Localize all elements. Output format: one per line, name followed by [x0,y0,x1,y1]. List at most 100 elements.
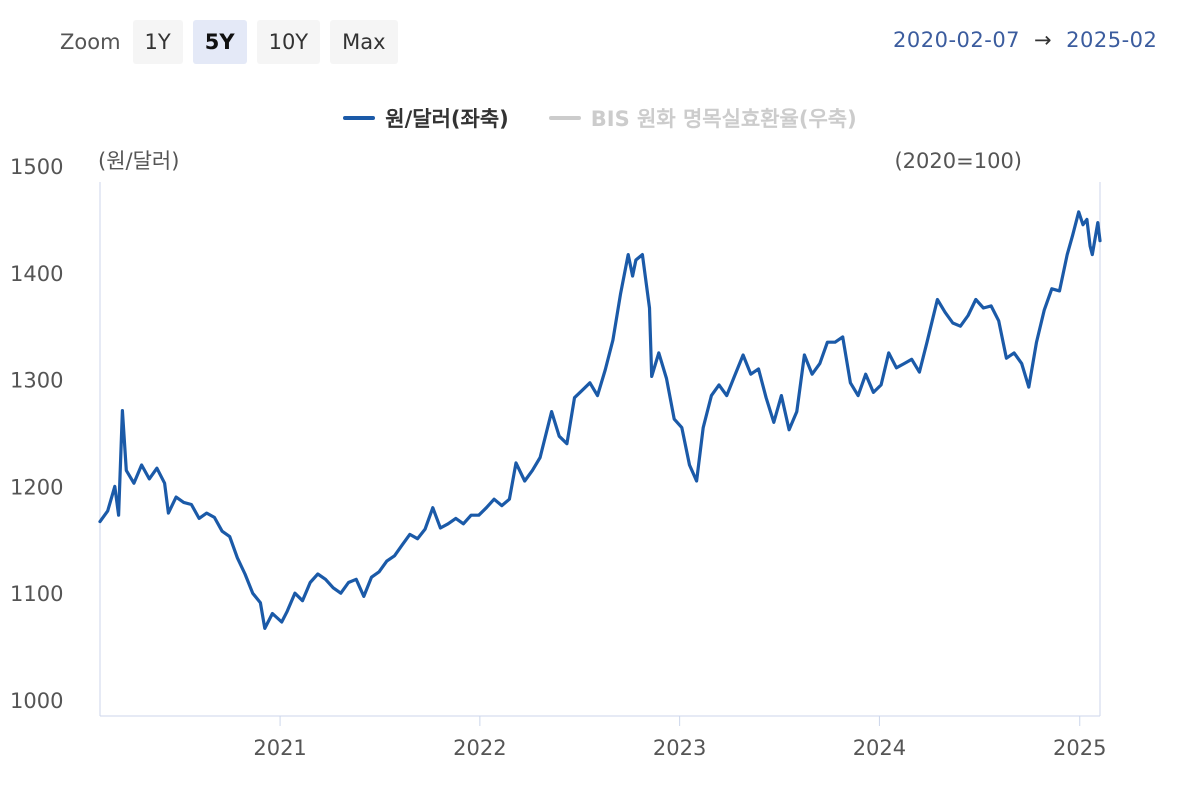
data-point-usdkrw-15 [198,517,201,520]
x-tick-label-2021: 2021 [253,736,306,760]
data-point-usdkrw-53 [485,506,488,509]
zoom-5y-button[interactable]: 5Y [192,20,247,64]
data-point-usdkrw-35 [347,581,350,584]
data-point-usdkrw-133 [1082,223,1084,226]
data-point-usdkrw-3 [117,514,120,517]
data-point-usdkrw-121 [997,319,1000,322]
range-from[interactable]: 2020-02-07 [893,28,1021,52]
data-point-usdkrw-80 [680,426,683,429]
data-point-usdkrw-10 [163,482,166,485]
zoom-10y-button[interactable]: 10Y [256,20,321,64]
x-tick-label-2024: 2024 [853,736,906,760]
data-point-usdkrw-29 [301,599,304,602]
x-tick-label-2023: 2023 [653,736,706,760]
data-point-usdkrw-122 [1005,357,1008,360]
data-point-usdkrw-22 [251,592,254,595]
data-point-usdkrw-42 [401,544,403,546]
data-point-usdkrw-83 [702,426,705,429]
legend-swatch-usdkrw [343,116,376,120]
data-point-usdkrw-50 [462,522,465,525]
legend-label-bis-neer: BIS 원화 명목실효환율(우축) [590,107,857,131]
data-point-usdkrw-106 [880,384,882,386]
zoom-toolbar: Zoom 1Y 5Y 10Y Max [60,20,398,64]
data-point-usdkrw-1 [106,510,109,512]
data-point-usdkrw-78 [665,377,668,380]
data-point-usdkrw-7 [140,464,143,466]
range-to[interactable]: 2025-02 [1066,28,1158,52]
data-point-usdkrw-18 [221,530,224,533]
data-point-usdkrw-33 [332,586,335,589]
data-point-usdkrw-73 [635,259,637,261]
data-point-usdkrw-135 [1089,245,1091,248]
data-point-usdkrw-19 [228,535,231,538]
zoom-label: Zoom [60,30,121,54]
data-point-usdkrw-127 [1043,309,1046,312]
data-point-usdkrw-89 [749,373,752,376]
data-point-usdkrw-49 [454,517,457,520]
y-tick-label-1300: 1300 [10,369,63,393]
y-tick-labels: 1000 1100 1200 1300 1400 1500 [10,155,63,713]
data-point-usdkrw-28 [294,592,296,595]
data-point-usdkrw-69 [612,339,614,341]
range-arrow: → [1034,28,1053,52]
data-point-usdkrw-116 [959,325,962,328]
data-point-usdkrw-41 [393,554,396,557]
zoom-1y-button[interactable]: 1Y [132,20,183,64]
data-point-usdkrw-88 [742,354,744,356]
data-point-usdkrw-36 [355,578,358,581]
data-point-usdkrw-136 [1091,253,1094,256]
data-point-usdkrw-108 [895,366,898,369]
date-range: 2020-02-07 → 2025-02 [893,28,1157,52]
legend-item-bis-neer[interactable]: BIS 원화 명목실효환율(우축) [548,103,857,133]
data-point-usdkrw-27 [286,610,289,613]
data-point-usdkrw-40 [385,560,388,562]
data-point-usdkrw-86 [725,394,728,397]
data-point-usdkrw-24 [263,627,266,630]
data-point-usdkrw-84 [710,394,713,397]
data-point-usdkrw-58 [523,480,526,482]
zoom-max-button[interactable]: Max [330,20,398,64]
data-point-usdkrw-23 [259,601,262,604]
data-point-usdkrw-103 [857,394,859,397]
data-point-usdkrw-110 [910,358,913,361]
data-point-usdkrw-97 [811,373,813,376]
data-point-usdkrw-30 [309,581,312,584]
data-point-usdkrw-6 [133,482,135,485]
data-point-usdkrw-54 [493,498,495,501]
data-point-usdkrw-93 [780,394,783,397]
data-point-usdkrw-62 [558,435,561,438]
left-axis-unit: (원/달러) [98,149,179,173]
data-point-usdkrw-72 [631,275,634,277]
y-tick-label-1200: 1200 [10,475,63,499]
data-point-usdkrw-105 [872,391,875,394]
data-point-usdkrw-2 [113,485,116,488]
data-point-usdkrw-76 [650,375,653,378]
data-point-usdkrw-32 [324,578,327,581]
data-point-usdkrw-31 [316,573,319,575]
data-point-usdkrw-95 [795,410,798,413]
data-point-usdkrw-51 [470,514,472,517]
data-point-usdkrw-12 [175,496,178,498]
data-point-usdkrw-98 [818,362,821,365]
data-point-usdkrw-115 [951,322,954,324]
data-point-usdkrw-16 [205,512,208,514]
data-point-usdkrw-91 [765,396,767,399]
data-point-usdkrw-55 [500,504,503,507]
legend-swatch-bis-neer [548,116,581,120]
data-point-usdkrw-70 [619,293,622,295]
data-point-usdkrw-25 [271,612,274,615]
data-point-usdkrw-60 [539,456,541,459]
data-point-usdkrw-4 [121,409,124,412]
data-point-usdkrw-57 [515,462,517,464]
x-tick-label-2025: 2025 [1053,736,1106,760]
data-point-usdkrw-45 [424,528,426,530]
right-axis-unit: (2020=100) [894,149,1022,173]
data-point-usdkrw-134 [1086,218,1088,221]
data-point-usdkrw-118 [974,298,977,301]
legend-item-usdkrw[interactable]: 원/달러(좌축) [343,103,509,133]
data-point-usdkrw-0 [99,520,101,523]
data-point-usdkrw-117 [967,314,969,317]
data-point-usdkrw-17 [213,516,216,519]
data-point-usdkrw-109 [903,362,905,365]
